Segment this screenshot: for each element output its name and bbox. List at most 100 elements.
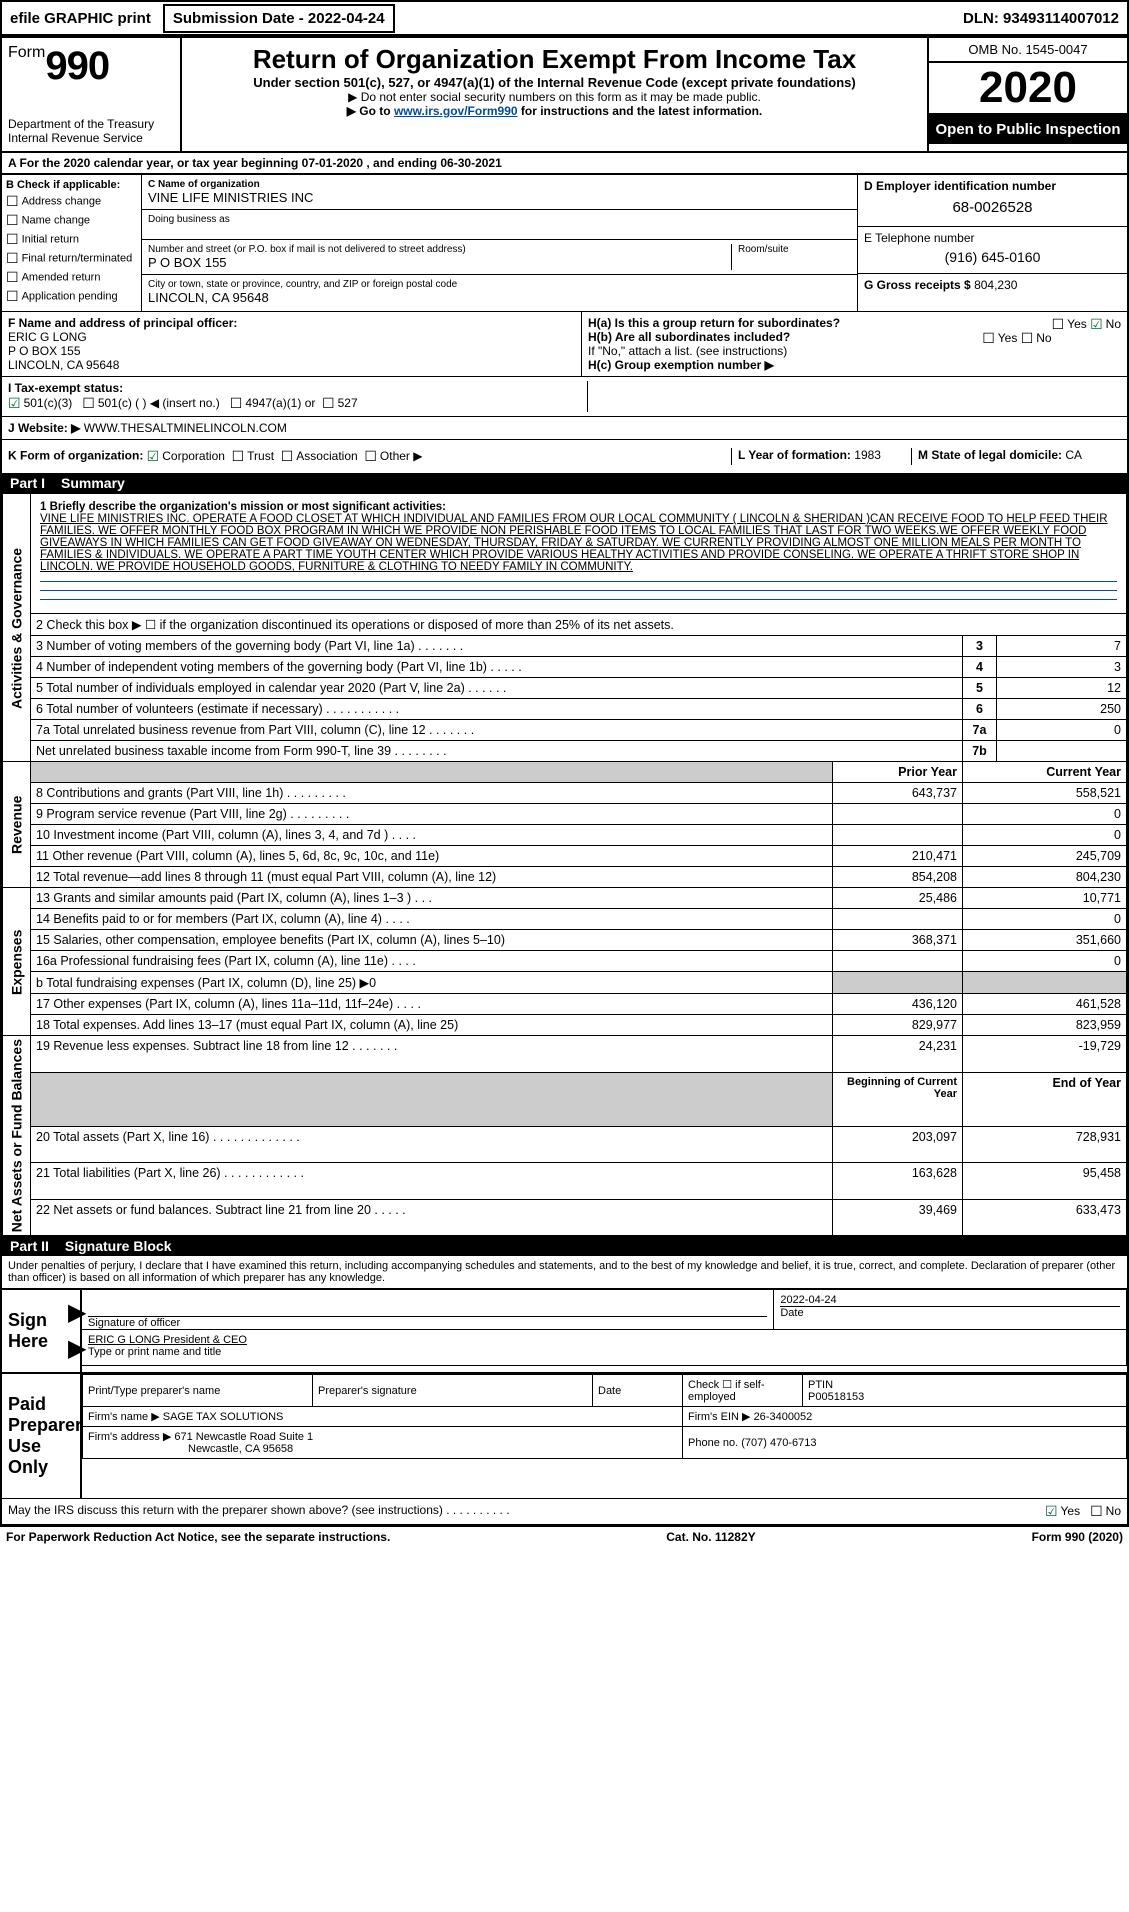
- mission-cell: 1 Briefly describe the organization's mi…: [36, 497, 1121, 610]
- discuss-yes[interactable]: Yes: [1045, 1504, 1080, 1518]
- gross-value: 804,230: [974, 278, 1017, 292]
- sign-block: Sign Here ▶ Signature of officer 2022-04…: [2, 1288, 1127, 1372]
- self-employed-cell[interactable]: Check ☐ if self-employed: [683, 1375, 803, 1407]
- line-14-prior: [833, 909, 963, 930]
- part1-header: Part I Summary: [2, 473, 1127, 493]
- begin-year-header: Beginning of Current Year: [833, 1072, 963, 1126]
- line-7b-num: 7b: [963, 741, 997, 762]
- line-7a-val: 0: [997, 720, 1127, 741]
- firm-addr1: 671 Newcastle Road Suite 1: [174, 1431, 313, 1443]
- ptin-value: P00518153: [808, 1391, 1121, 1403]
- period-row: A For the 2020 calendar year, or tax yea…: [2, 151, 1127, 173]
- line-4-val: 3: [997, 657, 1127, 678]
- year-formation-value: 1983: [854, 448, 881, 462]
- header-left: Form990 Department of the Treasury Inter…: [2, 38, 182, 151]
- chk-trust[interactable]: Trust: [232, 449, 274, 463]
- h-b-no[interactable]: No: [1021, 331, 1052, 345]
- line-7b-val: [997, 741, 1127, 762]
- mission-text: VINE LIFE MINISTRIES INC. OPERATE A FOOD…: [40, 513, 1108, 573]
- h-a-label: H(a) Is this a group return for subordin…: [588, 316, 840, 330]
- chk-initial-return[interactable]: Initial return: [6, 231, 137, 248]
- chk-501c[interactable]: 501(c) ( ) ◀ (insert no.): [82, 396, 219, 410]
- chk-name-change[interactable]: Name change: [6, 212, 137, 229]
- current-year-header: Current Year: [963, 762, 1127, 783]
- line-7a-text: 7a Total unrelated business revenue from…: [31, 720, 963, 741]
- phone-cell: E Telephone number (916) 645-0160: [858, 227, 1127, 274]
- chk-other[interactable]: Other ▶: [364, 449, 422, 463]
- dln-label: DLN: 93493114007012: [955, 6, 1127, 31]
- line-19-current: -19,729: [963, 1036, 1127, 1073]
- line-16a-current: 0: [963, 951, 1127, 972]
- phone-label: E Telephone number: [864, 231, 1121, 245]
- org-name: VINE LIFE MINISTRIES INC: [148, 190, 851, 205]
- header-right: OMB No. 1545-0047 2020 Open to Public In…: [927, 38, 1127, 151]
- discuss-no[interactable]: No: [1090, 1504, 1121, 1518]
- line-14-text: 14 Benefits paid to or for members (Part…: [31, 909, 833, 930]
- line-4-num: 4: [963, 657, 997, 678]
- firm-ein-label: Firm's EIN ▶: [688, 1411, 751, 1423]
- line-3-num: 3: [963, 636, 997, 657]
- chk-527[interactable]: 527: [322, 396, 358, 410]
- line-20-prior: 203,097: [833, 1126, 963, 1163]
- efile-label: efile GRAPHIC print: [2, 6, 159, 31]
- line-11-prior: 210,471: [833, 846, 963, 867]
- line-18-prior: 829,977: [833, 1015, 963, 1036]
- dba-label: Doing business as: [148, 214, 851, 225]
- line-15-text: 15 Salaries, other compensation, employe…: [31, 930, 833, 951]
- address-cell: Number and street (or P.O. box if mail i…: [142, 240, 857, 275]
- ein-label: D Employer identification number: [864, 179, 1121, 193]
- line-10-current: 0: [963, 825, 1127, 846]
- line-13-current: 10,771: [963, 888, 1127, 909]
- firm-phone-cell: Phone no. (707) 470-6713: [683, 1427, 1127, 1459]
- h-a-no[interactable]: No: [1090, 317, 1121, 331]
- chk-501c3[interactable]: 501(c)(3): [8, 396, 72, 410]
- line-20-text: 20 Total assets (Part X, line 16) . . . …: [31, 1126, 833, 1163]
- submission-date-button[interactable]: Submission Date - 2022-04-24: [163, 4, 395, 33]
- line-14-current: 0: [963, 909, 1127, 930]
- row-i: I Tax-exempt status: 501(c)(3) 501(c) ( …: [2, 376, 1127, 416]
- preparer-sig-header: Preparer's signature: [313, 1375, 593, 1407]
- line-2: 2 Check this box ▶ ☐ if the organization…: [31, 614, 1127, 636]
- part2-header: Part II Signature Block: [2, 1236, 1127, 1256]
- city-value: LINCOLN, CA 95648: [148, 290, 851, 305]
- year-formation-label: L Year of formation:: [738, 448, 851, 462]
- line-8-current: 558,521: [963, 783, 1127, 804]
- line-11-text: 11 Other revenue (Part VIII, column (A),…: [31, 846, 833, 867]
- line-9-current: 0: [963, 804, 1127, 825]
- chk-application-pending[interactable]: Application pending: [6, 288, 137, 305]
- line-12-prior: 854,208: [833, 867, 963, 888]
- chk-final-return[interactable]: Final return/terminated: [6, 250, 137, 267]
- line-16b-text: b Total fundraising expenses (Part IX, c…: [31, 972, 833, 994]
- chk-corporation[interactable]: Corporation: [147, 449, 225, 463]
- line-22-prior: 39,469: [833, 1199, 963, 1236]
- side-revenue: Revenue: [3, 762, 31, 888]
- chk-4947[interactable]: 4947(a)(1) or: [230, 396, 316, 410]
- city-label: City or town, state or province, country…: [148, 279, 851, 290]
- line-19-prior: 24,231: [833, 1036, 963, 1073]
- net-blank: [31, 1072, 833, 1126]
- line-19-text: 19 Revenue less expenses. Subtract line …: [31, 1036, 833, 1073]
- officer-label: F Name and address of principal officer:: [8, 316, 575, 330]
- h-b-yes[interactable]: Yes: [982, 331, 1017, 345]
- note2-pre: ▶ Go to: [347, 104, 394, 118]
- row-j: J Website: ▶ WWW.THESALTMINELINCOLN.COM: [2, 416, 1127, 439]
- chk-amended-return[interactable]: Amended return: [6, 269, 137, 286]
- h-b-row: H(b) Are all subordinates included? Yes …: [588, 330, 1121, 344]
- h-a-yes[interactable]: Yes: [1052, 317, 1087, 331]
- form-prefix: Form: [8, 44, 45, 61]
- gross-label: G Gross receipts $: [864, 278, 971, 292]
- line-18-text: 18 Total expenses. Add lines 13–17 (must…: [31, 1015, 833, 1036]
- line-6-val: 250: [997, 699, 1127, 720]
- line-16a-prior: [833, 951, 963, 972]
- line-17-text: 17 Other expenses (Part IX, column (A), …: [31, 994, 833, 1015]
- line-3-text: 3 Number of voting members of the govern…: [31, 636, 963, 657]
- firm-ein-value: 26-3400052: [754, 1411, 813, 1423]
- instructions-link[interactable]: www.irs.gov/Form990: [394, 104, 518, 118]
- chk-address-change[interactable]: Address change: [6, 193, 137, 210]
- org-name-label: C Name of organization: [148, 179, 851, 190]
- line-13-text: 13 Grants and similar amounts paid (Part…: [31, 888, 833, 909]
- line-18-current: 823,959: [963, 1015, 1127, 1036]
- h-b-label: H(b) Are all subordinates included?: [588, 330, 790, 344]
- chk-association[interactable]: Association: [281, 449, 358, 463]
- tax-year: 2020: [929, 63, 1127, 115]
